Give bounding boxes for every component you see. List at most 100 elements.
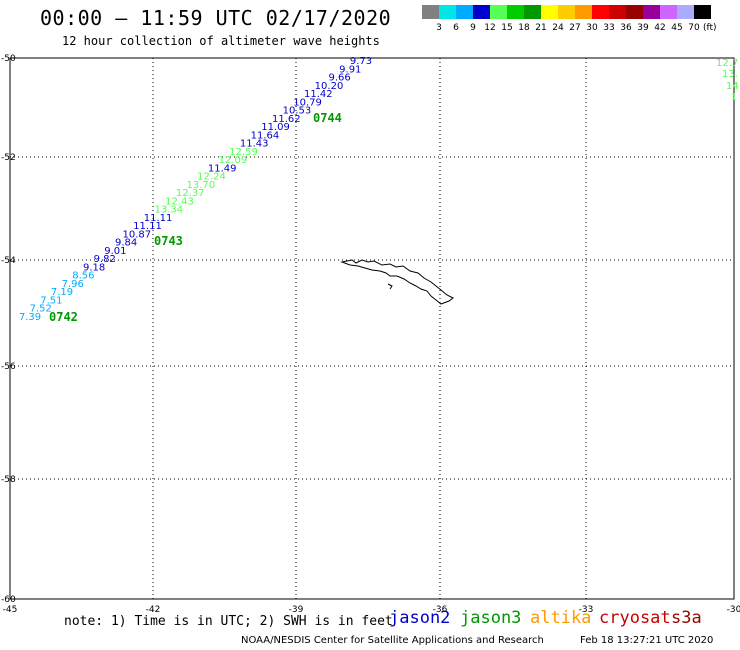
satellite-name: cryosat bbox=[599, 608, 671, 628]
wave-height-value: 9.84 bbox=[115, 238, 137, 249]
legend-swatch bbox=[473, 5, 490, 19]
wave-height-value: 13.70 bbox=[186, 180, 215, 191]
wave-height-value: 11.43 bbox=[240, 139, 269, 150]
legend-unit-label: (ft) bbox=[703, 23, 717, 33]
satellite-name: jason2 bbox=[389, 608, 451, 628]
wave-height-value: 11.09 bbox=[261, 122, 290, 133]
wave-height-value: 7.51 bbox=[40, 296, 62, 307]
legend-swatch bbox=[456, 5, 473, 19]
credit-text: NOAA/NESDIS Center for Satellite Applica… bbox=[241, 635, 544, 646]
legend-swatch bbox=[524, 5, 541, 19]
satellite-name: s3a bbox=[671, 608, 702, 628]
legend-swatch bbox=[609, 5, 626, 19]
legend-tick-label: 24 bbox=[552, 23, 564, 33]
wave-height-value: 14 bbox=[726, 81, 739, 92]
legend-swatch bbox=[643, 5, 660, 19]
latitude-label: -56 bbox=[1, 362, 16, 372]
longitude-label: -42 bbox=[146, 605, 161, 615]
wave-height-value: 9.66 bbox=[328, 73, 350, 84]
longitude-label: -45 bbox=[3, 605, 18, 615]
legend-swatch bbox=[422, 5, 439, 19]
wave-height-value: 13.34 bbox=[154, 205, 183, 216]
longitude-label: -33 bbox=[579, 605, 594, 615]
legend-swatch bbox=[490, 5, 507, 19]
legend-tick-label: 45 bbox=[671, 23, 683, 33]
wave-height-value: 12.59 bbox=[229, 147, 258, 158]
map-subtitle: 12 hour collection of altimeter wave hei… bbox=[62, 34, 380, 48]
legend-swatch bbox=[677, 5, 694, 19]
legend-tick-label: 36 bbox=[620, 23, 632, 33]
wave-height-value: 10.20 bbox=[315, 81, 344, 92]
wave-height-value: 13. bbox=[722, 69, 738, 80]
longitude-label: -36 bbox=[433, 605, 448, 615]
wave-height-value: 12.24 bbox=[197, 172, 226, 183]
legend-tick-label: 42 bbox=[654, 23, 666, 33]
legend-swatch bbox=[541, 5, 558, 19]
longitude-label: -39 bbox=[289, 605, 304, 615]
wave-height-value: 7.19 bbox=[51, 287, 73, 298]
map-frame bbox=[9, 57, 735, 600]
legend-tick-label: 15 bbox=[501, 23, 513, 33]
pass-time-label: 0743 bbox=[154, 234, 183, 248]
wave-height-value: 10.87 bbox=[122, 229, 151, 240]
legend-swatch bbox=[507, 5, 524, 19]
wave-height-value: 12.7 bbox=[716, 58, 738, 69]
latitude-label: -58 bbox=[1, 475, 16, 485]
wave-height-value: 12.43 bbox=[165, 196, 194, 207]
latitude-label: -50 bbox=[1, 54, 16, 64]
legend-tick-label: 70 bbox=[688, 23, 700, 33]
wave-height-value: 1 bbox=[731, 92, 737, 103]
legend-swatch bbox=[694, 5, 711, 19]
island-coastline bbox=[340, 259, 454, 305]
wave-height-value: 10.53 bbox=[283, 106, 312, 117]
legend-tick-label: 21 bbox=[535, 23, 547, 33]
wave-height-value: 11.11 bbox=[133, 221, 162, 232]
legend-tick-label: 27 bbox=[569, 23, 581, 33]
latitude-label: -54 bbox=[1, 256, 16, 266]
wave-height-value: 12.09 bbox=[219, 155, 248, 166]
legend-tick-label: 9 bbox=[470, 23, 476, 33]
wave-height-value: 11.42 bbox=[304, 89, 333, 100]
wave-height-value: 11.11 bbox=[144, 213, 173, 224]
track-labels: 9.739.919.6610.2011.4210.7910.5311.6211.… bbox=[19, 56, 739, 324]
wave-height-value: 9.82 bbox=[94, 254, 116, 265]
legend-swatch bbox=[558, 5, 575, 19]
wave-height-value: 7.39 bbox=[19, 312, 41, 323]
wave-height-value: 7.52 bbox=[30, 304, 52, 315]
satellite-name: altika bbox=[530, 608, 592, 628]
wave-height-value: 11.62 bbox=[272, 114, 301, 125]
legend-tick-label: 12 bbox=[484, 23, 496, 33]
legend-tick-label: 30 bbox=[586, 23, 598, 33]
wave-height-value: 8.56 bbox=[72, 271, 94, 282]
legend-tick-label: 18 bbox=[518, 23, 530, 33]
legend-tick-label: 39 bbox=[637, 23, 649, 33]
satellite-name: jason3 bbox=[460, 608, 522, 628]
legend-swatch bbox=[575, 5, 592, 19]
wave-height-value: 10.79 bbox=[293, 97, 322, 108]
legend-swatch bbox=[660, 5, 677, 19]
legend-tick-label: 6 bbox=[453, 23, 459, 33]
pass-time-label: 0742 bbox=[49, 310, 78, 324]
latitude-label: -60 bbox=[1, 595, 16, 605]
grid-lines bbox=[10, 58, 734, 599]
map-title: 00:00 – 11:59 UTC 02/17/2020 bbox=[40, 6, 392, 30]
legend-tick-label: 3 bbox=[436, 23, 442, 33]
axis-labels: -45 -42 -39 -36 -33 -30 -50 -52 -54 -56 -58 -60 bbox=[1, 54, 740, 615]
pass-time-label: 0744 bbox=[313, 111, 342, 125]
wave-height-value: 9.01 bbox=[104, 246, 126, 257]
legend-swatch bbox=[592, 5, 609, 19]
wave-height-value: 12.37 bbox=[176, 188, 205, 199]
wave-height-value: 11.64 bbox=[251, 130, 280, 141]
island-fragment bbox=[387, 283, 393, 290]
wave-height-value: 9.73 bbox=[350, 56, 372, 67]
units-note: note: 1) Time is in UTC; 2) SWH is in fe… bbox=[64, 614, 393, 629]
timestamp-text: Feb 18 13:27:21 UTC 2020 bbox=[580, 635, 714, 646]
wave-height-value: 9.91 bbox=[339, 64, 361, 75]
latitude-label: -52 bbox=[1, 153, 16, 163]
legend-swatch bbox=[439, 5, 456, 19]
legend-tick-label: 33 bbox=[603, 23, 615, 33]
wave-height-value: 11.49 bbox=[208, 163, 237, 174]
wave-height-value: 7.96 bbox=[62, 279, 84, 290]
wave-height-value: 9.18 bbox=[83, 263, 105, 274]
